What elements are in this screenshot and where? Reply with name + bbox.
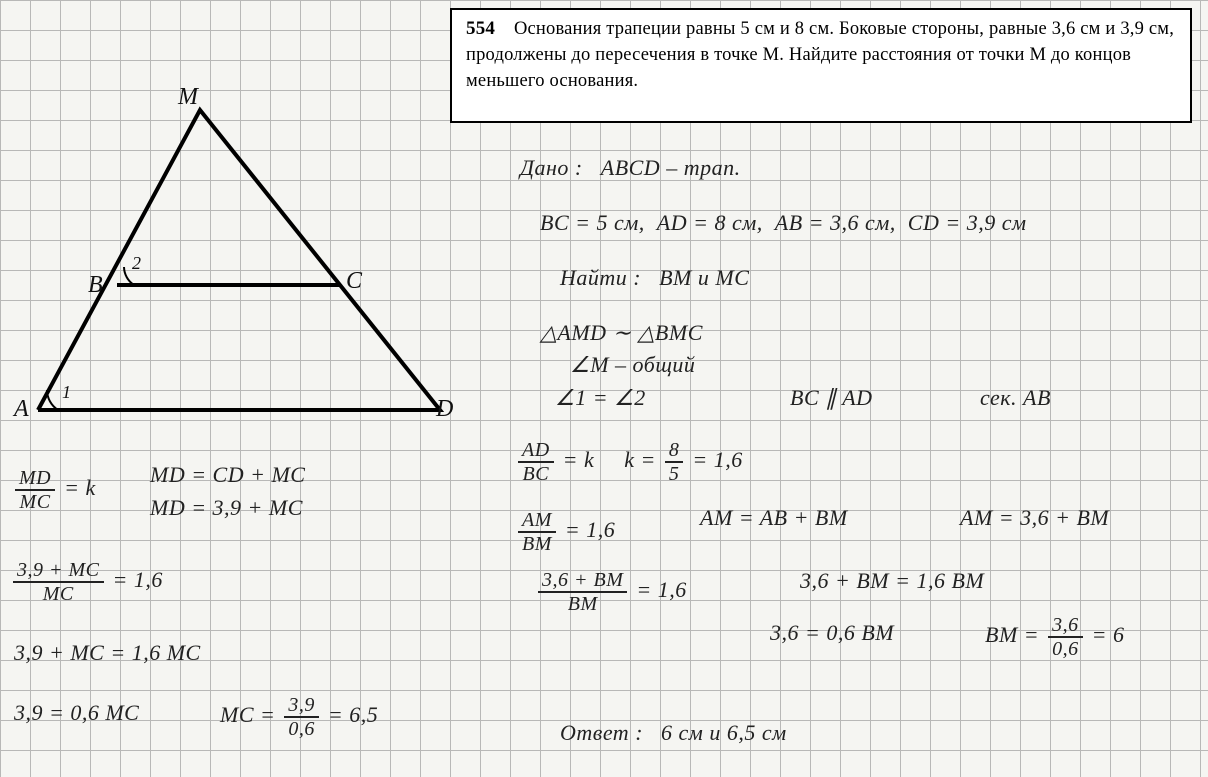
find-line: Найти : BM и MC [560,265,749,291]
bc-parallel-ad: BC ∥ AD [790,385,873,411]
answer-line: Ответ : 6 см и 6,5 см [560,720,787,746]
triangle-svg [10,90,460,440]
sec-ab: сек. AB [980,385,1051,411]
md-eq-sum: MD = CD + MC [150,462,305,488]
angle-m-common: ∠M – общий [570,352,695,378]
problem-number: 554 [466,18,495,39]
eq-fraction-mc: 3,9 + MCMC = 1,6 [10,560,163,604]
problem-box: 554 Основания трапеции равны 5 см и 8 см… [450,8,1192,123]
angle-1-eq-2: ∠1 = ∠2 [555,385,646,411]
vertex-b-label: B [88,272,103,299]
k-definition: ADBC = k k = 85 = 1,6 [515,440,743,484]
given-values: BC = 5 см, AD = 8 см, AB = 3,6 см, CD = … [540,210,1027,236]
eq2b: 3,6 + BM = 1,6 BM [800,568,984,594]
am-eq-sum: AM = AB + BM [700,505,848,531]
eq3c: 3,9 = 0,6 MC [14,700,139,726]
triangle-diagram: M A D B C 1 2 [10,90,460,440]
bm-result: BM = 3,60,6 = 6 [985,615,1124,659]
eq2c: 3,6 = 0,6 BM [770,620,894,646]
vertex-d-label: D [436,396,453,423]
vertex-m-label: M [178,84,198,111]
am-eq-sum2: AM = 3,6 + BM [960,505,1109,531]
eq-fraction-bm: 3,6 + BMBM = 1,6 [535,570,687,614]
similar-triangles: △AMD ∼ △BMC [540,320,703,346]
problem-text: Основания трапеции равны 5 см и 8 см. Бо… [466,19,1174,91]
md-eq-sum2: MD = 3,9 + MC [150,495,303,521]
vertex-a-label: A [14,396,29,423]
given-label: Дано : ABCD – трап. [520,155,741,181]
md-over-mc: MDMC = k [12,468,96,512]
mc-result: MC = 3,90,6 = 6,5 [220,695,378,739]
vertex-c-label: C [346,268,362,295]
am-over-bm: AMBM = 1,6 [515,510,615,554]
angle-2-label: 2 [132,253,141,274]
eq3b: 3,9 + MC = 1,6 MC [14,640,201,666]
angle-1-label: 1 [62,382,71,403]
